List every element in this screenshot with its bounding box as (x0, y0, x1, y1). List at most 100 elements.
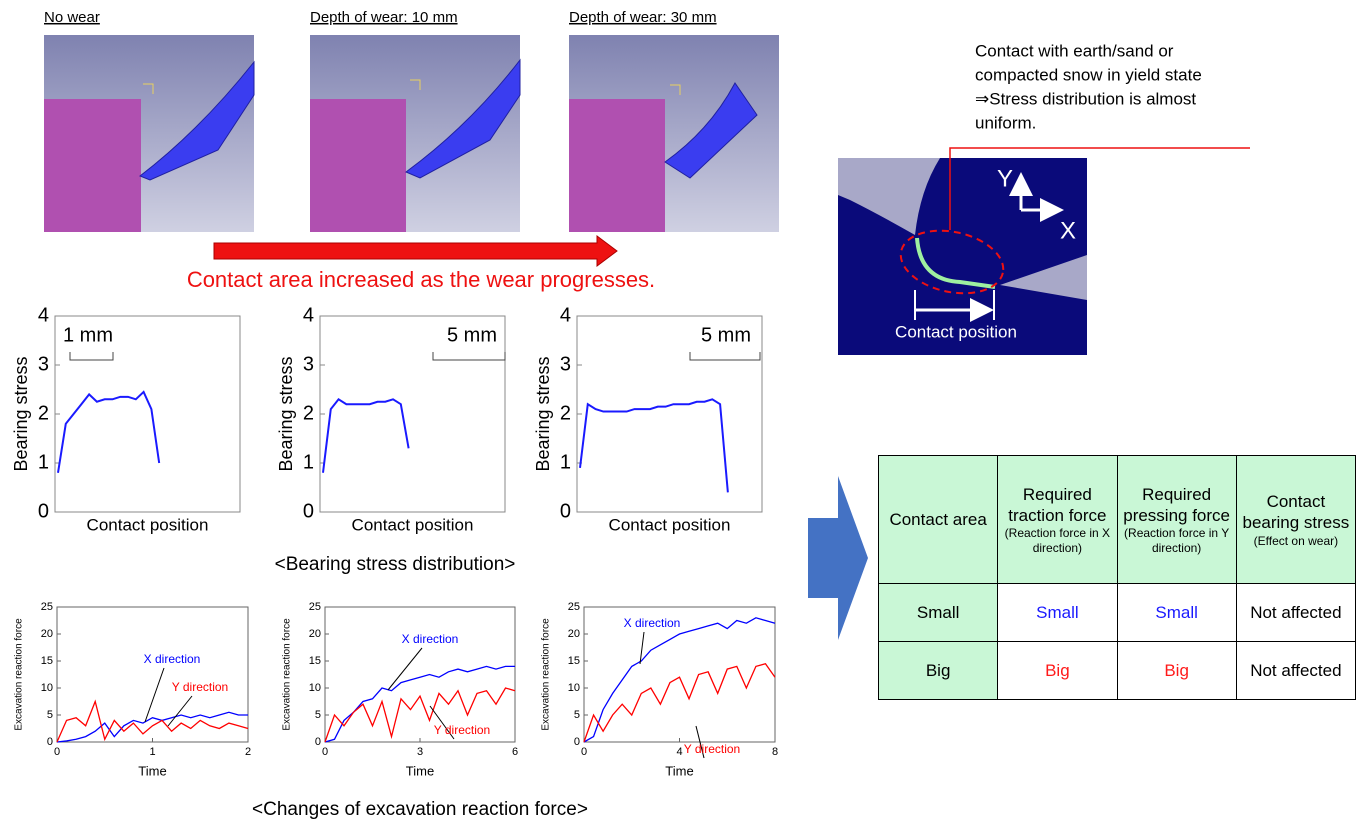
y-tick-label: 3 (38, 353, 49, 375)
table-cell: Not affected (1236, 584, 1355, 642)
panel-image (44, 35, 254, 232)
scale-label: 5 mm (447, 324, 497, 346)
table-cell: Big (998, 642, 1117, 700)
header-title: Required traction force (1000, 484, 1114, 527)
panel-image (569, 35, 779, 232)
y-tick-label: 10 (309, 682, 321, 694)
series-label: Y direction (172, 680, 228, 694)
annotation-line: ⇒Stress distribution is almost (975, 89, 1196, 108)
y-tick-label: 0 (560, 500, 571, 522)
y-axis-label: Bearing stress (533, 356, 553, 471)
table-cell: Small (1117, 584, 1236, 642)
y-tick-label: 15 (568, 655, 580, 667)
x-tick-label: 0 (54, 746, 60, 758)
header-note: (Reaction force in Y direction) (1120, 526, 1234, 555)
panel-title: Depth of wear: 30 mm (569, 9, 717, 26)
axis-letter: X (1060, 217, 1076, 244)
x-tick-label: 8 (772, 746, 778, 758)
x-axis-label: Contact position (609, 515, 731, 534)
force-line (57, 712, 248, 742)
y-tick-label: 0 (574, 736, 580, 748)
leader-line (388, 648, 422, 690)
y-tick-label: 25 (568, 601, 580, 613)
series-label: X direction (624, 616, 681, 630)
header-title: Required pressing force (1120, 484, 1234, 527)
header-cell: Contact area (879, 456, 998, 584)
y-tick-label: 1 (303, 451, 314, 473)
y-tick-label: 4 (38, 304, 49, 326)
progress-arrow (214, 236, 617, 266)
stress-line (323, 399, 409, 473)
x-tick-label: 3 (417, 746, 423, 758)
panel-image (310, 35, 520, 232)
y-tick-label: 25 (41, 601, 53, 613)
x-axis-label: Contact position (352, 515, 474, 534)
page: No wear Depth of wear: 10 mm Depth of we… (0, 0, 1357, 827)
table-row: BigBigBigNot affected (879, 642, 1356, 700)
header-note: (Reaction force in X direction) (1000, 526, 1114, 555)
table-cell: Small (879, 584, 998, 642)
y-tick-label: 1 (38, 451, 49, 473)
header-note: (Effect on wear) (1239, 534, 1353, 548)
scale-bar (433, 352, 505, 360)
axis-letter: Y (997, 165, 1013, 192)
stress-line (58, 392, 159, 473)
caption: <Bearing stress distribution> (275, 554, 516, 575)
caption: <Changes of excavation reaction force> (252, 799, 588, 820)
series-label: Y direction (434, 723, 490, 737)
annotation-line: Contact with earth/sand or (975, 41, 1174, 60)
scale-label: 1 mm (63, 324, 113, 346)
x-tick-label: 0 (322, 746, 328, 758)
x-axis-label: Time (406, 763, 434, 778)
panel-title: Depth of wear: 10 mm (310, 9, 458, 26)
y-axis-label: Excavation reaction force (14, 618, 25, 731)
x-tick-label: 4 (676, 746, 682, 758)
y-tick-label: 4 (560, 304, 571, 326)
plot-frame (325, 607, 515, 742)
y-tick-label: 20 (41, 628, 53, 640)
leader-line (145, 668, 164, 722)
caption: Contact area increased as the wear progr… (187, 267, 655, 292)
table-cell: Big (879, 642, 998, 700)
x-axis-label: Contact position (87, 515, 209, 534)
y-tick-label: 10 (41, 682, 53, 694)
y-tick-label: 20 (568, 628, 580, 640)
contact-position-label: Contact position (895, 322, 1017, 341)
header-cell: Required traction force(Reaction force i… (998, 456, 1117, 584)
y-tick-label: 3 (303, 353, 314, 375)
leader-line (168, 696, 192, 726)
y-tick-label: 2 (303, 402, 314, 424)
header-title: Contact area (881, 509, 995, 530)
x-axis-label: Time (665, 763, 693, 778)
y-tick-label: 0 (303, 500, 314, 522)
table-cell: Small (998, 584, 1117, 642)
x-tick-label: 2 (245, 746, 251, 758)
header-cell: Required pressing force(Reaction force i… (1117, 456, 1236, 584)
y-tick-label: 1 (560, 451, 571, 473)
y-tick-label: 25 (309, 601, 321, 613)
y-tick-label: 10 (568, 682, 580, 694)
header-cell: Contact bearing stress(Effect on wear) (1236, 456, 1355, 584)
y-tick-label: 15 (41, 655, 53, 667)
panel-title: No wear (44, 9, 100, 26)
annotation-line: compacted snow in yield state (975, 65, 1202, 84)
header-title: Contact bearing stress (1239, 491, 1353, 534)
scale-bar (70, 352, 113, 360)
force-line (584, 664, 775, 742)
x-axis-label: Time (138, 763, 166, 778)
y-tick-label: 0 (315, 736, 321, 748)
y-axis-label: Bearing stress (11, 356, 31, 471)
y-tick-label: 20 (309, 628, 321, 640)
y-tick-label: 2 (560, 402, 571, 424)
table-cell: Not affected (1236, 642, 1355, 700)
table-cell: Big (1117, 642, 1236, 700)
force-line (584, 618, 775, 742)
x-tick-label: 1 (149, 746, 155, 758)
y-tick-label: 15 (309, 655, 321, 667)
x-tick-label: 0 (581, 746, 587, 758)
y-axis-label: Excavation reaction force (282, 618, 293, 731)
y-tick-label: 0 (47, 736, 53, 748)
